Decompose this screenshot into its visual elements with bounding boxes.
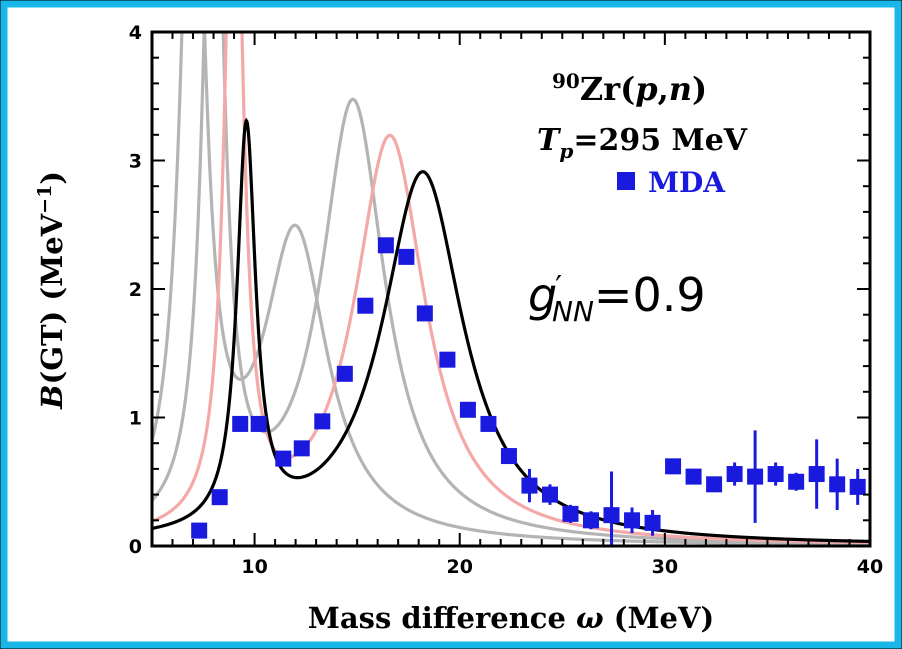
legend-mda-marker [617, 172, 635, 190]
reaction-label: 90Zr(p,n) [552, 69, 707, 108]
mda-point [293, 440, 310, 457]
x-tick-label: 20 [446, 556, 472, 578]
y-axis-title: B(GT) (MeV−1) [34, 171, 69, 410]
axis-ticks [151, 31, 871, 547]
mda-point [398, 248, 415, 265]
mda-point [665, 458, 682, 475]
mda-point [275, 450, 292, 467]
mda-point [500, 448, 517, 465]
mda-point [767, 466, 784, 483]
y-tick-label: 0 [129, 536, 142, 558]
mda-point [562, 505, 579, 522]
mda-point [747, 468, 764, 485]
mda-point [191, 522, 208, 539]
mda-point [377, 237, 394, 254]
tick-labels: 10 20 30 40 0 1 2 3 4 [129, 22, 883, 578]
mda-point [459, 401, 476, 418]
mda-point [726, 466, 743, 483]
coupling-label: g′ NN=0.9 [528, 268, 706, 328]
mda-point [808, 466, 825, 483]
y-tick-label: 4 [129, 22, 142, 44]
x-tick-label: 30 [652, 556, 678, 578]
mda-point [439, 351, 456, 368]
y-tick-label: 2 [129, 279, 142, 301]
mda-point [541, 486, 558, 503]
mda-point [250, 415, 267, 432]
legend-mda-label: MDA [648, 166, 726, 199]
mda-point [706, 476, 723, 493]
beam-energy-label: Tp=295 MeV [537, 123, 748, 163]
mda-points [191, 237, 866, 546]
mda-point [685, 468, 702, 485]
mda-point [644, 514, 661, 531]
mda-point [603, 507, 620, 524]
mda-point [211, 489, 228, 506]
curve-gray2 [152, 32, 870, 546]
mda-point [357, 297, 374, 314]
y-tick-label: 3 [129, 151, 142, 173]
mda-point [624, 512, 641, 529]
mda-point [521, 477, 538, 494]
mda-point [829, 476, 846, 493]
mda-point [336, 365, 353, 382]
mda-point [416, 305, 433, 322]
mda-point [788, 473, 805, 490]
x-tick-label: 10 [241, 556, 267, 578]
mda-point [849, 478, 866, 495]
mda-point [480, 415, 497, 432]
x-axis-title: Mass difference ω (MeV) [308, 601, 714, 635]
mda-point [232, 415, 249, 432]
y-tick-label: 1 [129, 408, 142, 430]
mda-point [583, 512, 600, 529]
mda-point [314, 413, 331, 430]
x-tick-label: 40 [857, 556, 883, 578]
